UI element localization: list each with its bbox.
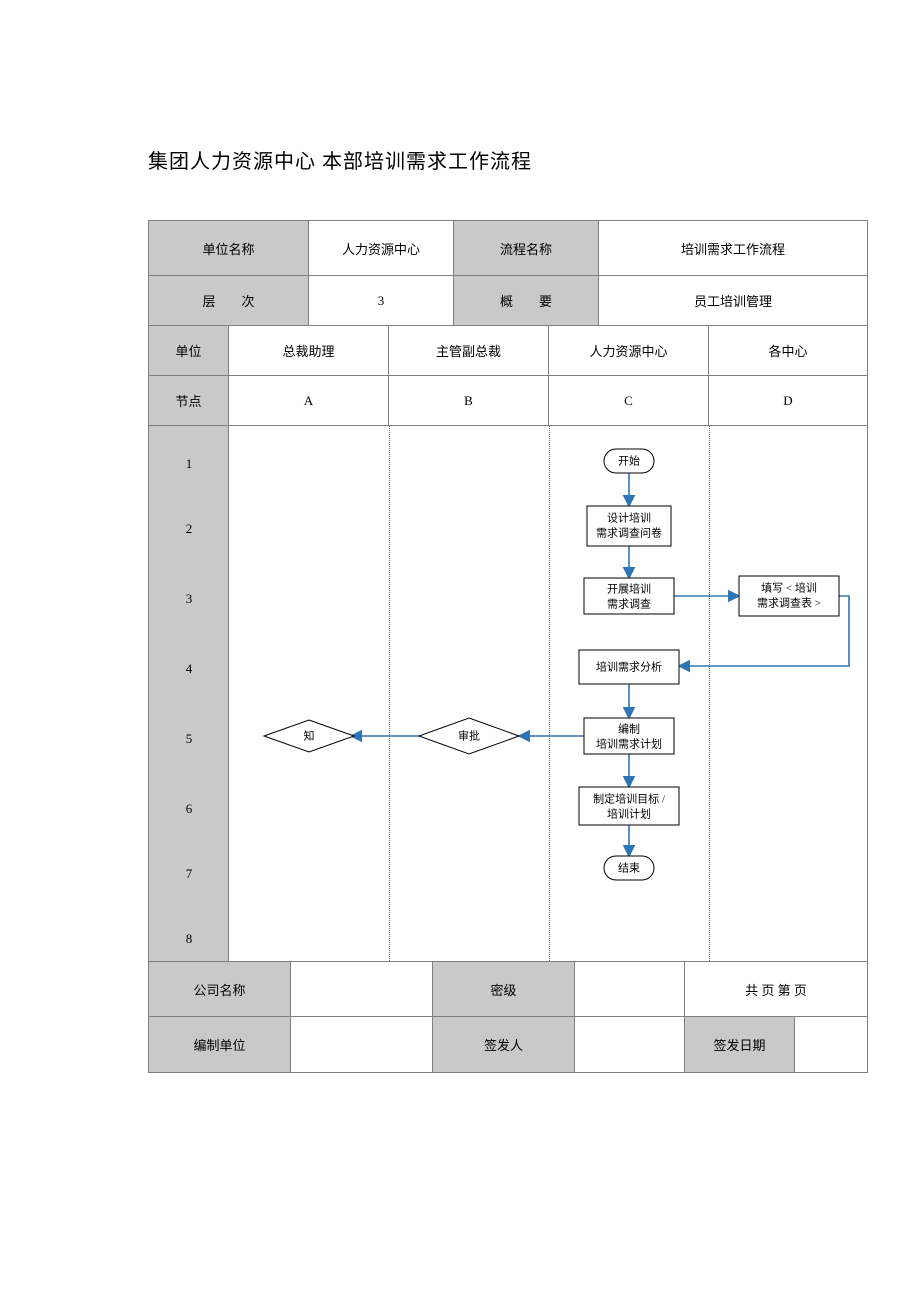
hdr-procname-label: 流程名称 [454, 221, 599, 275]
lane-unit-a: 总裁助理 [229, 326, 389, 375]
node-design-survey-l1: 设计培训 [607, 511, 651, 525]
lane-code-c: C [549, 376, 709, 425]
hdr-unitname-label: 单位名称 [149, 221, 309, 275]
ftr-secret-value [575, 962, 685, 1016]
node-fill-form-l1: 填写 < 培训 [761, 581, 817, 595]
node-design-survey-l2: 需求调查问卷 [596, 526, 662, 540]
hdr-summary-label: 概 要 [454, 276, 599, 325]
header-row-1: 单位名称 人力资源中心 流程名称 培训需求工作流程 [149, 221, 867, 276]
hdr-level-value: 3 [309, 276, 454, 325]
node-set-goals-l1: 制定培训目标 / [593, 792, 666, 806]
lanes-units-row: 单位 总裁助理 主管副总裁 人力资源中心 各中心 [149, 326, 867, 376]
lane-unit-d: 各中心 [709, 326, 867, 375]
ftr-dept-value [291, 1017, 433, 1072]
hdr-level-label: 层 次 [149, 276, 309, 325]
lanes-codes-row: 节点 A B C D [149, 376, 867, 426]
ftr-signer-value [575, 1017, 685, 1072]
flowchart-area: 1 2 3 4 5 6 7 8 [149, 426, 867, 962]
node-run-survey-l2: 需求调查 [607, 597, 651, 611]
ftr-secret-label: 密级 [433, 962, 575, 1016]
node-end-label: 结束 [618, 862, 640, 875]
node-fill-form-l2: 需求调查表 > [757, 596, 821, 610]
lanes-node-labelcell: 节点 [149, 376, 229, 425]
page-title: 集团人力资源中心 本部培训需求工作流程 [148, 145, 532, 174]
footer-row-1: 公司名称 密级 共 页 第 页 [149, 962, 867, 1017]
ftr-signer-label: 签发人 [433, 1017, 575, 1072]
page: 集团人力资源中心 本部培训需求工作流程 单位名称 人力资源中心 流程名称 培训需… [0, 0, 920, 1303]
node-compile-plan-l1: 编制 [618, 722, 640, 736]
lane-code-d: D [709, 376, 867, 425]
diagram-frame: 单位名称 人力资源中心 流程名称 培训需求工作流程 层 次 3 概 要 员工培训… [148, 220, 868, 1073]
node-compile-plan-l2: 培训需求计划 [596, 737, 662, 751]
lane-code-a: A [229, 376, 389, 425]
node-run-survey-l1: 开展培训 [607, 582, 651, 596]
node-set-goals-l2: 培训计划 [607, 807, 651, 821]
hdr-summary-value: 员工培训管理 [599, 276, 867, 325]
lane-unit-c: 人力资源中心 [549, 326, 709, 375]
footer-row-2: 编制单位 签发人 签发日期 [149, 1017, 867, 1072]
node-analyze-label: 培训需求分析 [596, 660, 662, 674]
header-row-2: 层 次 3 概 要 员工培训管理 [149, 276, 867, 326]
flowchart-svg: 开始 设计培训 需求调查问卷 开展培训 需求调查 填写 < 培训 需求调查表 >… [149, 426, 869, 961]
ftr-date-label: 签发日期 [685, 1017, 795, 1072]
ftr-company-label: 公司名称 [149, 962, 291, 1016]
lane-code-b: B [389, 376, 549, 425]
ftr-date-value [795, 1017, 867, 1072]
ftr-company-value [291, 962, 433, 1016]
lanes-unit-labelcell: 单位 [149, 326, 229, 375]
ftr-dept-label: 编制单位 [149, 1017, 291, 1072]
node-approve-label: 审批 [458, 729, 480, 743]
lane-unit-b: 主管副总裁 [389, 326, 549, 375]
hdr-procname-value: 培训需求工作流程 [599, 221, 867, 275]
ftr-pages: 共 页 第 页 [685, 962, 867, 1016]
node-start-label: 开始 [618, 454, 640, 468]
node-inform-label: 知 [304, 729, 315, 743]
hdr-unitname-value: 人力资源中心 [309, 221, 454, 275]
